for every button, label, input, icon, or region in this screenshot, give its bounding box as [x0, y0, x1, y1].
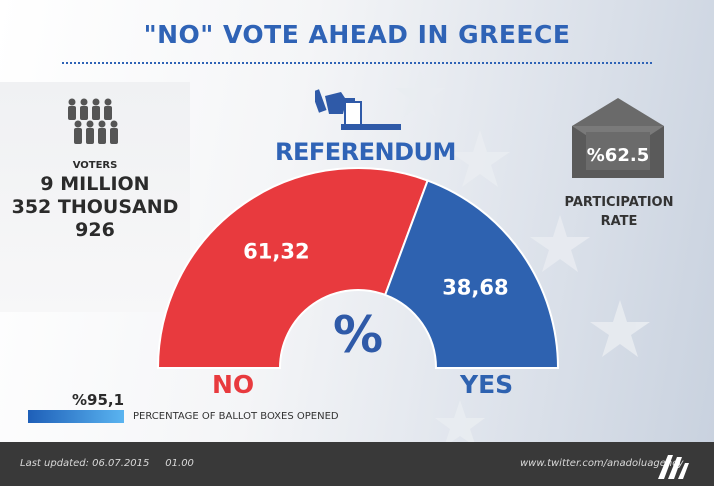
- participation-label: PARTICIPATION RATE: [555, 193, 683, 231]
- center-percent-label: %: [333, 306, 383, 364]
- participation-label-line2: RATE: [600, 214, 638, 229]
- voters-count-line1: 9 MILLION: [40, 173, 150, 195]
- voters-panel: [0, 82, 190, 312]
- slice-no: [156, 167, 429, 369]
- referendum-label: REFERENDUM: [275, 138, 456, 166]
- ballot-box-icon: [315, 89, 401, 130]
- slice-yes: [383, 179, 560, 369]
- envelope-icon: [572, 98, 664, 178]
- voters-label: VOTERS: [72, 160, 118, 171]
- yes-category-label: YES: [460, 370, 514, 399]
- voters-icon: [68, 98, 118, 144]
- last-updated: Last updated: 06.07.2015 01.00: [20, 458, 194, 469]
- ballot-boxes-label: PERCENTAGE OF BALLOT BOXES OPENED: [133, 411, 339, 422]
- twitter-link[interactable]: www.twitter.com/anadoluagency: [520, 458, 684, 469]
- participation-value: %62.5: [586, 145, 650, 166]
- voters-count-line3: 926: [75, 219, 115, 241]
- participation-label-line1: PARTICIPATION: [564, 195, 674, 210]
- referendum-chart: 61,32 38,68 %: [156, 167, 560, 369]
- footer: [0, 442, 714, 486]
- page-title: "NO" VOTE AHEAD IN GREECE: [143, 20, 571, 49]
- ballot-boxes-bar: [28, 410, 124, 423]
- title-divider: [62, 62, 652, 64]
- value-label-no: 61,32: [243, 240, 309, 264]
- anadolu-logo-icon: [658, 455, 689, 479]
- value-label-yes: 38,68: [442, 275, 508, 299]
- voters-count-line2: 352 THOUSAND: [11, 196, 179, 218]
- ballot-boxes-value: %95,1: [72, 391, 125, 409]
- no-category-label: NO: [212, 370, 255, 399]
